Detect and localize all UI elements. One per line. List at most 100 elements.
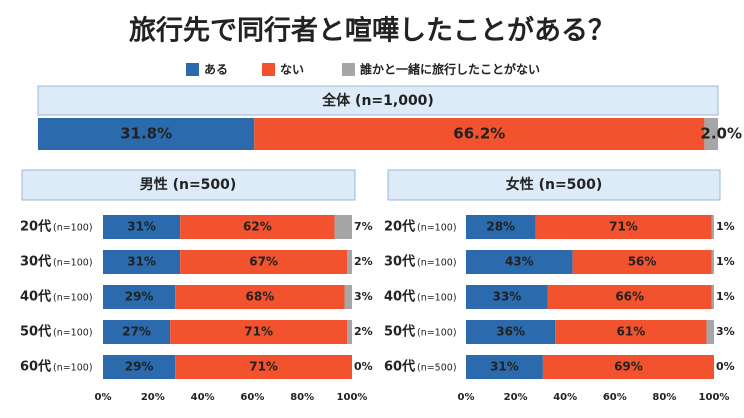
bar-segment [103, 320, 171, 344]
bar-segment [572, 250, 712, 274]
x-tick-label: 20% [141, 392, 165, 403]
x-tick-label: 80% [652, 392, 676, 403]
value-label: 3% [354, 290, 373, 303]
legend-label: 誰かと一緒に旅行したことがない [360, 62, 540, 77]
category-label: 40代 [20, 289, 51, 305]
category-label: 30代 [20, 254, 51, 270]
bar-segment [180, 250, 348, 274]
value-label: 71% [249, 360, 278, 374]
category-label: 20代 [384, 219, 415, 235]
panel-title: 女性 (n=500) [506, 176, 603, 193]
value-label: 66% [615, 290, 644, 304]
value-label: 2% [354, 325, 373, 338]
bar-segment [547, 285, 712, 309]
x-tick-label: 100% [337, 392, 368, 403]
category-note: (n=100) [53, 363, 93, 374]
bar-segment [347, 250, 352, 274]
header-box [37, 85, 719, 116]
value-label: 29% [125, 290, 154, 304]
value-label: 29% [125, 360, 154, 374]
category-label: 60代 [384, 359, 415, 375]
panel-title: 男性 (n=500) [140, 176, 237, 193]
value-label: 66.2% [453, 125, 505, 143]
bar-segment [103, 215, 181, 239]
bar-segment [711, 250, 714, 274]
category-label: 20代 [20, 219, 51, 235]
legend-label: ない [280, 63, 304, 77]
legend-swatch [342, 63, 355, 76]
value-label: 27% [122, 325, 151, 339]
category-label: 60代 [20, 359, 51, 375]
bar-segment [175, 285, 345, 309]
value-label: 31% [127, 220, 156, 234]
x-tick-label: 0% [458, 392, 475, 403]
x-tick-label: 0% [95, 392, 112, 403]
bar-segment [175, 355, 352, 379]
value-label: 43% [505, 255, 534, 269]
bar-segment [466, 320, 556, 344]
value-label: 28% [486, 220, 515, 234]
category-note: (n=100) [53, 328, 93, 339]
bar-segment [711, 285, 714, 309]
bar-segment [466, 250, 573, 274]
bar-segment [103, 355, 176, 379]
value-label: 2% [354, 255, 373, 268]
bar-segment [555, 320, 707, 344]
legend-label: ある [204, 63, 228, 77]
value-label: 33% [493, 290, 522, 304]
value-label: 31.8% [120, 125, 172, 143]
category-note: (n=100) [53, 223, 93, 234]
category-note: (n=500) [417, 363, 457, 374]
bar-segment [254, 118, 705, 150]
category-note: (n=100) [417, 293, 457, 304]
legend-swatch [262, 63, 275, 76]
category-label: 50代 [384, 324, 415, 340]
category-label: 50代 [20, 324, 51, 340]
bar-segment [466, 285, 548, 309]
value-label: 69% [614, 360, 643, 374]
bar-segment [38, 118, 255, 150]
x-tick-label: 60% [603, 392, 627, 403]
bar-segment [706, 320, 714, 344]
value-label: 67% [249, 255, 278, 269]
bar-segment [103, 250, 181, 274]
bar-segment [170, 320, 348, 344]
value-label: 0% [354, 360, 373, 373]
value-label: 1% [716, 220, 735, 233]
value-label: 62% [243, 220, 272, 234]
value-label: 1% [716, 255, 735, 268]
value-label: 71% [244, 325, 273, 339]
page-title: 旅行先で同行者と喧嘩したことがある？ [129, 15, 615, 47]
value-label: 61% [617, 325, 646, 339]
panel-title: 全体 (n=1,000) [321, 92, 434, 109]
value-label: 36% [496, 325, 525, 339]
bar-segment [704, 118, 718, 150]
bar-segment [347, 320, 352, 344]
value-label: 1% [716, 290, 735, 303]
x-tick-label: 60% [240, 392, 264, 403]
bar-segment [466, 215, 536, 239]
bar-segment [711, 215, 714, 239]
value-label: 0% [716, 360, 735, 373]
value-label: 56% [628, 255, 657, 269]
x-tick-label: 40% [553, 392, 577, 403]
category-label: 40代 [384, 289, 415, 305]
value-label: 31% [127, 255, 156, 269]
value-label: 31% [490, 360, 519, 374]
bar-segment [466, 355, 543, 379]
value-label: 68% [246, 290, 275, 304]
category-note: (n=100) [53, 258, 93, 269]
bar-segment [344, 285, 352, 309]
x-tick-label: 20% [504, 392, 528, 403]
header-box [21, 169, 356, 201]
bar-segment [103, 285, 176, 309]
value-label: 71% [609, 220, 638, 234]
category-note: (n=100) [53, 293, 93, 304]
category-note: (n=100) [417, 258, 457, 269]
header-box [387, 169, 721, 201]
bar-segment [542, 355, 714, 379]
bar-segment [334, 215, 352, 239]
category-note: (n=100) [417, 328, 457, 339]
